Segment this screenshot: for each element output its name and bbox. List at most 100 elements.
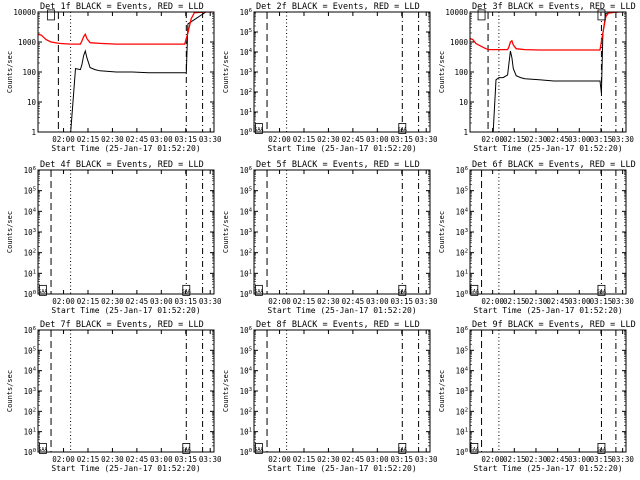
x-tick-label: 02:00 bbox=[52, 135, 75, 144]
axes-frame bbox=[469, 329, 627, 453]
y-tick-label: 105 bbox=[24, 187, 36, 196]
y-tick-label: 104 bbox=[240, 48, 253, 57]
marker-box bbox=[398, 443, 407, 454]
y-tick-label: 102 bbox=[240, 407, 252, 416]
x-tick-label: 03:30 bbox=[199, 135, 222, 144]
x-tick-label: 02:30 bbox=[101, 455, 124, 464]
x-tick-label: 03:15 bbox=[174, 135, 197, 144]
y-axis-label: Counts/sec bbox=[6, 370, 14, 412]
y-tick-label: 100 bbox=[240, 448, 252, 457]
y-axis-label: Counts/sec bbox=[222, 211, 230, 253]
marker-box bbox=[182, 443, 191, 454]
x-tick-label: 03:30 bbox=[611, 135, 634, 144]
marker-box bbox=[398, 284, 407, 296]
x-tick-label: 02:15 bbox=[293, 135, 316, 144]
x-tick-label: 02:45 bbox=[342, 135, 365, 144]
axes-frame bbox=[469, 11, 627, 133]
marker-label: SAA bbox=[38, 447, 47, 453]
marker-box bbox=[477, 9, 486, 21]
marker-box bbox=[254, 443, 263, 454]
x-axis-label: Start Time (25-Jan-17 01:52:20) bbox=[267, 144, 416, 153]
y-tick-label: 101 bbox=[456, 269, 468, 278]
y-tick-label: 100 bbox=[240, 290, 252, 299]
marker-box bbox=[38, 443, 47, 454]
x-tick-label: 02:00 bbox=[52, 297, 75, 306]
x-tick-label: 02:00 bbox=[268, 135, 291, 144]
x-tick-label: 03:00 bbox=[366, 455, 389, 464]
panel-title: Det 6f BLACK = Events, RED = LLD bbox=[472, 160, 636, 170]
x-tick-label: 03:30 bbox=[415, 135, 438, 144]
x-tick-label: 02:15 bbox=[77, 135, 100, 144]
y-tick-label: 102 bbox=[24, 249, 36, 258]
x-tick-label: 03:00 bbox=[150, 455, 173, 464]
y-tick-label: 106 bbox=[240, 166, 252, 175]
marker-box bbox=[182, 284, 191, 296]
x-tick-label: 03:30 bbox=[415, 297, 438, 306]
series-lld bbox=[38, 12, 214, 45]
x-tick-label: 02:45 bbox=[546, 135, 569, 144]
series-events bbox=[492, 12, 626, 132]
x-tick-label: 02:45 bbox=[126, 135, 149, 144]
x-tick-label: 02:45 bbox=[126, 455, 149, 464]
x-tick-label: 03:15 bbox=[590, 135, 613, 144]
plot-area bbox=[266, 330, 420, 452]
y-tick-label: 100 bbox=[22, 68, 36, 77]
y-tick-label: 101 bbox=[24, 428, 36, 437]
y-tick-label: 101 bbox=[240, 428, 252, 437]
x-tick-label: 03:15 bbox=[590, 297, 613, 306]
x-tick-label: 03:30 bbox=[199, 297, 222, 306]
x-tick-label: 02:15 bbox=[503, 455, 526, 464]
y-tick-label: 103 bbox=[24, 228, 36, 237]
x-tick-label: 02:15 bbox=[77, 455, 100, 464]
y-tick-label: 101 bbox=[456, 428, 468, 437]
y-tick-label: 106 bbox=[456, 326, 468, 335]
x-tick-label: 02:30 bbox=[101, 297, 124, 306]
y-tick-label: 103 bbox=[240, 68, 252, 77]
y-tick-label: 103 bbox=[456, 228, 468, 237]
y-tick-label: 104 bbox=[456, 207, 469, 216]
x-tick-label: 03:15 bbox=[390, 455, 413, 464]
x-tick-label: 03:00 bbox=[366, 297, 389, 306]
y-axis-label: Counts/sec bbox=[438, 211, 446, 253]
axes-frame bbox=[469, 169, 627, 295]
marker-label: SAA bbox=[398, 289, 407, 295]
x-axis-label: Start Time (25-Jan-17 01:52:20) bbox=[473, 144, 622, 153]
plot-area bbox=[481, 170, 617, 294]
y-tick-label: 102 bbox=[456, 249, 468, 258]
y-tick-label: 1 bbox=[31, 128, 36, 137]
x-tick-label: 02:15 bbox=[503, 135, 526, 144]
y-tick-label: 103 bbox=[240, 228, 252, 237]
y-tick-label: 105 bbox=[240, 346, 252, 355]
marker-box bbox=[47, 9, 55, 21]
plot-area bbox=[266, 170, 420, 294]
panel-9: Det 9f BLACK = Events, RED = LLDSAASAA10… bbox=[438, 320, 636, 473]
y-tick-label: 100 bbox=[240, 128, 252, 137]
panel-title: Det 1f BLACK = Events, RED = LLD bbox=[40, 2, 204, 12]
panel-title: Det 3f BLACK = Events, RED = LLD bbox=[472, 2, 636, 12]
y-tick-label: 10 bbox=[27, 98, 37, 107]
x-tick-label: 03:30 bbox=[415, 455, 438, 464]
y-tick-label: 102 bbox=[456, 407, 468, 416]
y-tick-label: 105 bbox=[240, 28, 252, 37]
series-events bbox=[70, 12, 214, 132]
y-axis-label: Counts/sec bbox=[438, 51, 446, 93]
marker-box bbox=[470, 284, 479, 296]
x-tick-label: 02:00 bbox=[268, 297, 291, 306]
y-tick-label: 105 bbox=[456, 346, 468, 355]
panel-6: Det 6f BLACK = Events, RED = LLDSAASAA10… bbox=[438, 160, 636, 315]
plot-area bbox=[470, 12, 626, 132]
y-tick-label: 104 bbox=[240, 207, 253, 216]
y-tick-label: 102 bbox=[240, 249, 252, 258]
x-tick-label: 02:30 bbox=[317, 297, 340, 306]
y-tick-label: 106 bbox=[240, 326, 252, 335]
panel-title: Det 5f BLACK = Events, RED = LLD bbox=[256, 160, 420, 170]
y-tick-label: 103 bbox=[24, 387, 36, 396]
y-tick-label: 102 bbox=[240, 88, 252, 97]
x-tick-label: 03:00 bbox=[568, 455, 591, 464]
panel-title: Det 7f BLACK = Events, RED = LLD bbox=[40, 320, 204, 330]
